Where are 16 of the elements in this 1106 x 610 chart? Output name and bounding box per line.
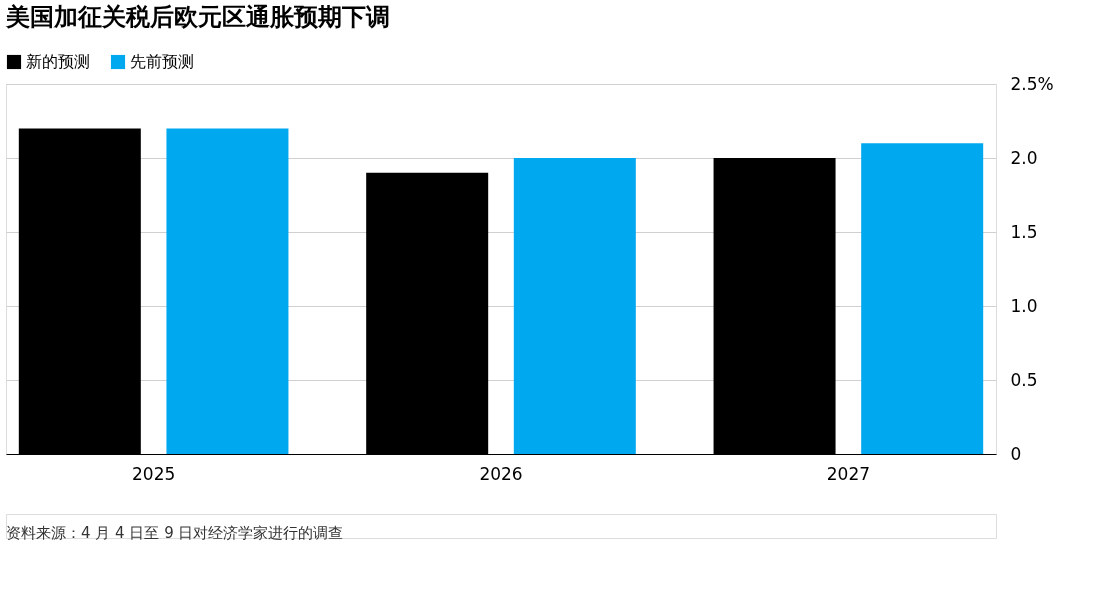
x-tick-label: 2025 [132, 463, 176, 484]
chart-title: 美国加征关税后欧元区通胀预期下调 [5, 3, 390, 31]
bar [861, 143, 984, 454]
legend-label: 新的预测 [26, 52, 90, 71]
bar [166, 128, 289, 454]
legend-label: 先前预测 [130, 52, 194, 71]
y-tick-label: 1.0 [1010, 295, 1038, 316]
y-tick-label: 0 [1010, 443, 1022, 464]
y-tick-label: 1.5 [1010, 221, 1038, 242]
text: 资料来源：4 月 4 日至 9 日对经济学家进行的调查 [6, 524, 344, 542]
y-tick-label: 2.0 [1010, 147, 1038, 168]
bar [513, 158, 636, 454]
x-tick-label: 2026 [479, 463, 523, 484]
x-tick-label: 2027 [826, 463, 870, 484]
y-tick-label: 2.5% [1010, 73, 1054, 94]
y-tick-label: 0.5 [1010, 369, 1038, 390]
